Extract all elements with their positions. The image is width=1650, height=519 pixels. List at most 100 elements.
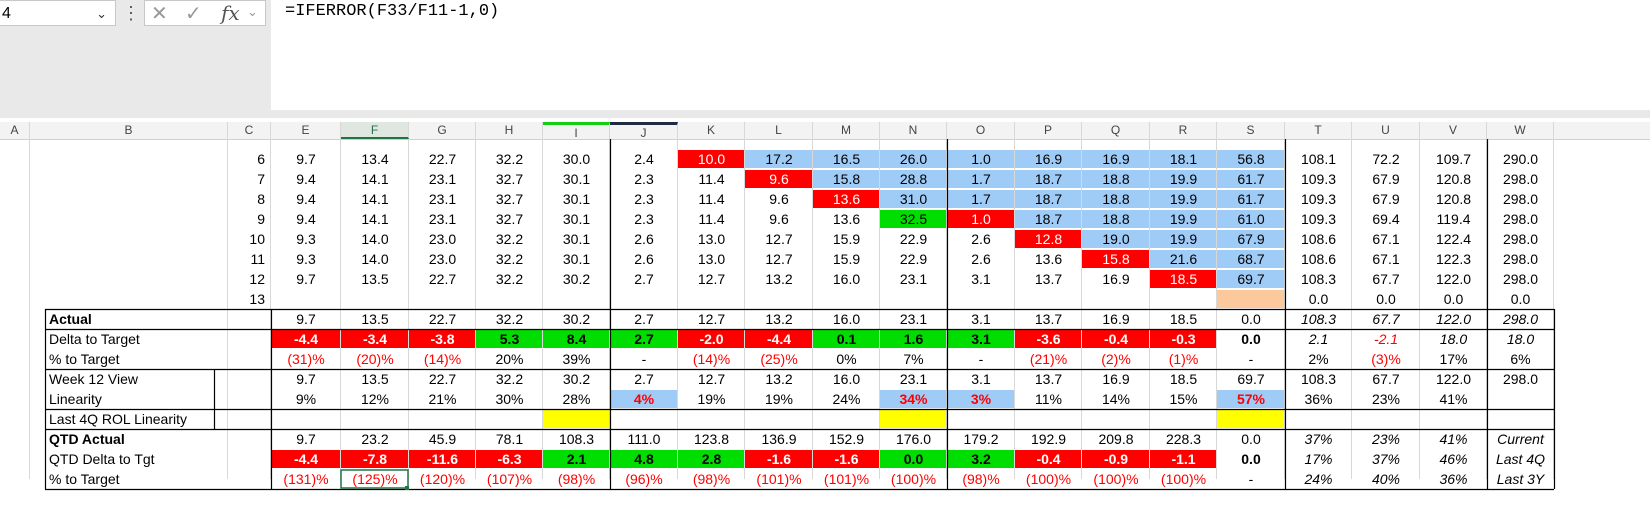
cell-value[interactable]: 16.9 (1102, 371, 1129, 387)
selected-cell[interactable] (340, 469, 409, 489)
cell-value[interactable]: 32.2 (496, 371, 523, 387)
cell-value[interactable]: 22.7 (429, 271, 456, 287)
cell-value[interactable]: 15.8 (833, 171, 860, 187)
cell-value[interactable]: 10.0 (698, 151, 725, 167)
cell-value[interactable]: 39% (562, 351, 590, 367)
column-header-v[interactable]: V (1420, 122, 1487, 139)
cell-value[interactable]: 23.1 (900, 311, 927, 327)
cell-value[interactable]: 2.1 (567, 451, 587, 467)
cell-value[interactable]: 32.7 (496, 191, 523, 207)
column-header-b[interactable]: B (30, 122, 228, 139)
cell-value[interactable]: 32.7 (496, 211, 523, 227)
cell-value[interactable]: 9.4 (296, 171, 316, 187)
column-header-i[interactable]: I (543, 122, 610, 140)
week-number[interactable]: 8 (257, 191, 265, 207)
cell-value[interactable]: 2.7 (634, 371, 654, 387)
cell-value[interactable]: 19% (697, 391, 725, 407)
cell-value[interactable]: 119.4 (1437, 211, 1471, 227)
cell-value[interactable]: 67.9 (1372, 171, 1399, 187)
cell-value[interactable]: 108.6 (1301, 231, 1336, 247)
cell-value[interactable]: -0.9 (1104, 451, 1128, 467)
cell-value[interactable]: 9.7 (296, 271, 316, 287)
cell-value[interactable]: 23.1 (900, 371, 927, 387)
cell-value[interactable]: 30.2 (563, 371, 590, 387)
cell-value[interactable]: 30.0 (563, 151, 590, 167)
cell-value[interactable]: 23% (1372, 391, 1400, 407)
cell-value[interactable]: 14.0 (361, 231, 388, 247)
cell-value[interactable]: -0.4 (1036, 451, 1060, 467)
cell-value[interactable]: 209.8 (1098, 431, 1133, 447)
cell-value[interactable]: 298.0 (1503, 371, 1538, 387)
cell-value[interactable]: 32.7 (496, 171, 523, 187)
cell-value[interactable]: 13.7 (1035, 371, 1062, 387)
cell-value[interactable]: 2.7 (634, 331, 654, 347)
cell-value[interactable]: -1.6 (834, 451, 858, 467)
cell-value[interactable]: 6% (1510, 351, 1530, 367)
cell-value[interactable]: -2.1 (1374, 331, 1398, 347)
week-number[interactable]: 11 (250, 251, 265, 267)
cell-value[interactable]: 13.5 (361, 371, 388, 387)
cell-value[interactable]: 111.0 (628, 431, 661, 447)
cell-value[interactable]: 23.1 (429, 211, 456, 227)
cell-value[interactable]: 56.8 (1237, 151, 1264, 167)
cell-value[interactable]: 9.4 (296, 191, 316, 207)
column-header-m[interactable]: M (813, 122, 880, 139)
cell-value[interactable]: 9.7 (296, 311, 316, 327)
enter-icon[interactable]: ✓ (185, 1, 202, 25)
cell-value[interactable]: 16.0 (833, 311, 860, 327)
cell-value[interactable]: 12.7 (698, 271, 725, 287)
cell-value[interactable]: 69.7 (1237, 371, 1264, 387)
cell-value[interactable]: 61.7 (1237, 191, 1264, 207)
week-number[interactable]: 9 (257, 211, 265, 227)
cell-value[interactable]: 1.7 (971, 171, 991, 187)
cell-value[interactable]: 15% (1169, 391, 1197, 407)
cell-value[interactable]: - (1249, 351, 1254, 367)
cell-value[interactable]: 16.0 (833, 271, 860, 287)
cell-value[interactable]: - (642, 351, 647, 367)
row-label[interactable]: Linearity (49, 391, 102, 407)
cell-value[interactable]: 120.8 (1436, 191, 1471, 207)
cell-value[interactable]: -1.1 (1171, 451, 1195, 467)
cell-value[interactable]: (98)% (962, 471, 999, 487)
cell-value[interactable]: 72.2 (1372, 151, 1399, 167)
row-label[interactable]: % to Target (49, 471, 120, 487)
cell-value[interactable]: 13.7 (1035, 311, 1062, 327)
column-header-c[interactable]: C (228, 122, 271, 139)
cell-value[interactable]: 13.0 (698, 251, 725, 267)
cell-value[interactable]: 122.0 (1436, 271, 1471, 287)
cell-value[interactable]: -4.4 (294, 451, 318, 467)
cell-value[interactable]: 18.5 (1170, 271, 1197, 287)
cell-value[interactable]: 67.7 (1372, 271, 1399, 287)
cell-value[interactable]: 109.7 (1436, 151, 1471, 167)
cell-value[interactable]: 37% (1304, 431, 1332, 447)
cell-value[interactable]: 4% (634, 391, 655, 407)
cell-value[interactable]: 9% (296, 391, 316, 407)
cell-value[interactable]: -4.4 (294, 331, 318, 347)
row-label[interactable]: Actual (49, 311, 92, 327)
cell-value[interactable]: 46% (1439, 451, 1467, 467)
cell-value[interactable]: -7.8 (363, 451, 387, 467)
cell-value[interactable]: (100)% (1093, 471, 1138, 487)
cell-value[interactable]: 28% (562, 391, 590, 407)
cell-value[interactable]: 23.2 (361, 431, 388, 447)
cell-value[interactable]: 14.0 (361, 251, 388, 267)
cell-value[interactable]: (1)% (1169, 351, 1199, 367)
cell-value[interactable]: 3% (971, 391, 992, 407)
week-number[interactable]: 13 (249, 291, 265, 307)
cell-value[interactable]: 3.1 (971, 371, 991, 387)
row-label[interactable]: QTD Actual (49, 431, 125, 447)
cell-value[interactable]: 69.7 (1237, 271, 1264, 287)
cell-value[interactable]: (98)% (558, 471, 595, 487)
week-number[interactable]: 6 (257, 151, 265, 167)
cell-value[interactable]: 17% (1439, 351, 1467, 367)
cell-value[interactable]: 21.6 (1170, 251, 1197, 267)
cell-value[interactable]: (2)% (1101, 351, 1131, 367)
cell-value[interactable]: 23% (1371, 431, 1400, 447)
cell-value[interactable]: 152.9 (829, 431, 864, 447)
formula-input[interactable]: =IFERROR(F33/F11-1,0) (271, 0, 1650, 110)
cell-value[interactable]: 18.7 (1035, 191, 1062, 207)
row-label[interactable]: % to Target (49, 351, 120, 367)
cell-value[interactable]: 37% (1372, 451, 1400, 467)
cell-value[interactable]: -2.0 (699, 331, 723, 347)
cell-value[interactable]: 13.0 (698, 231, 725, 247)
